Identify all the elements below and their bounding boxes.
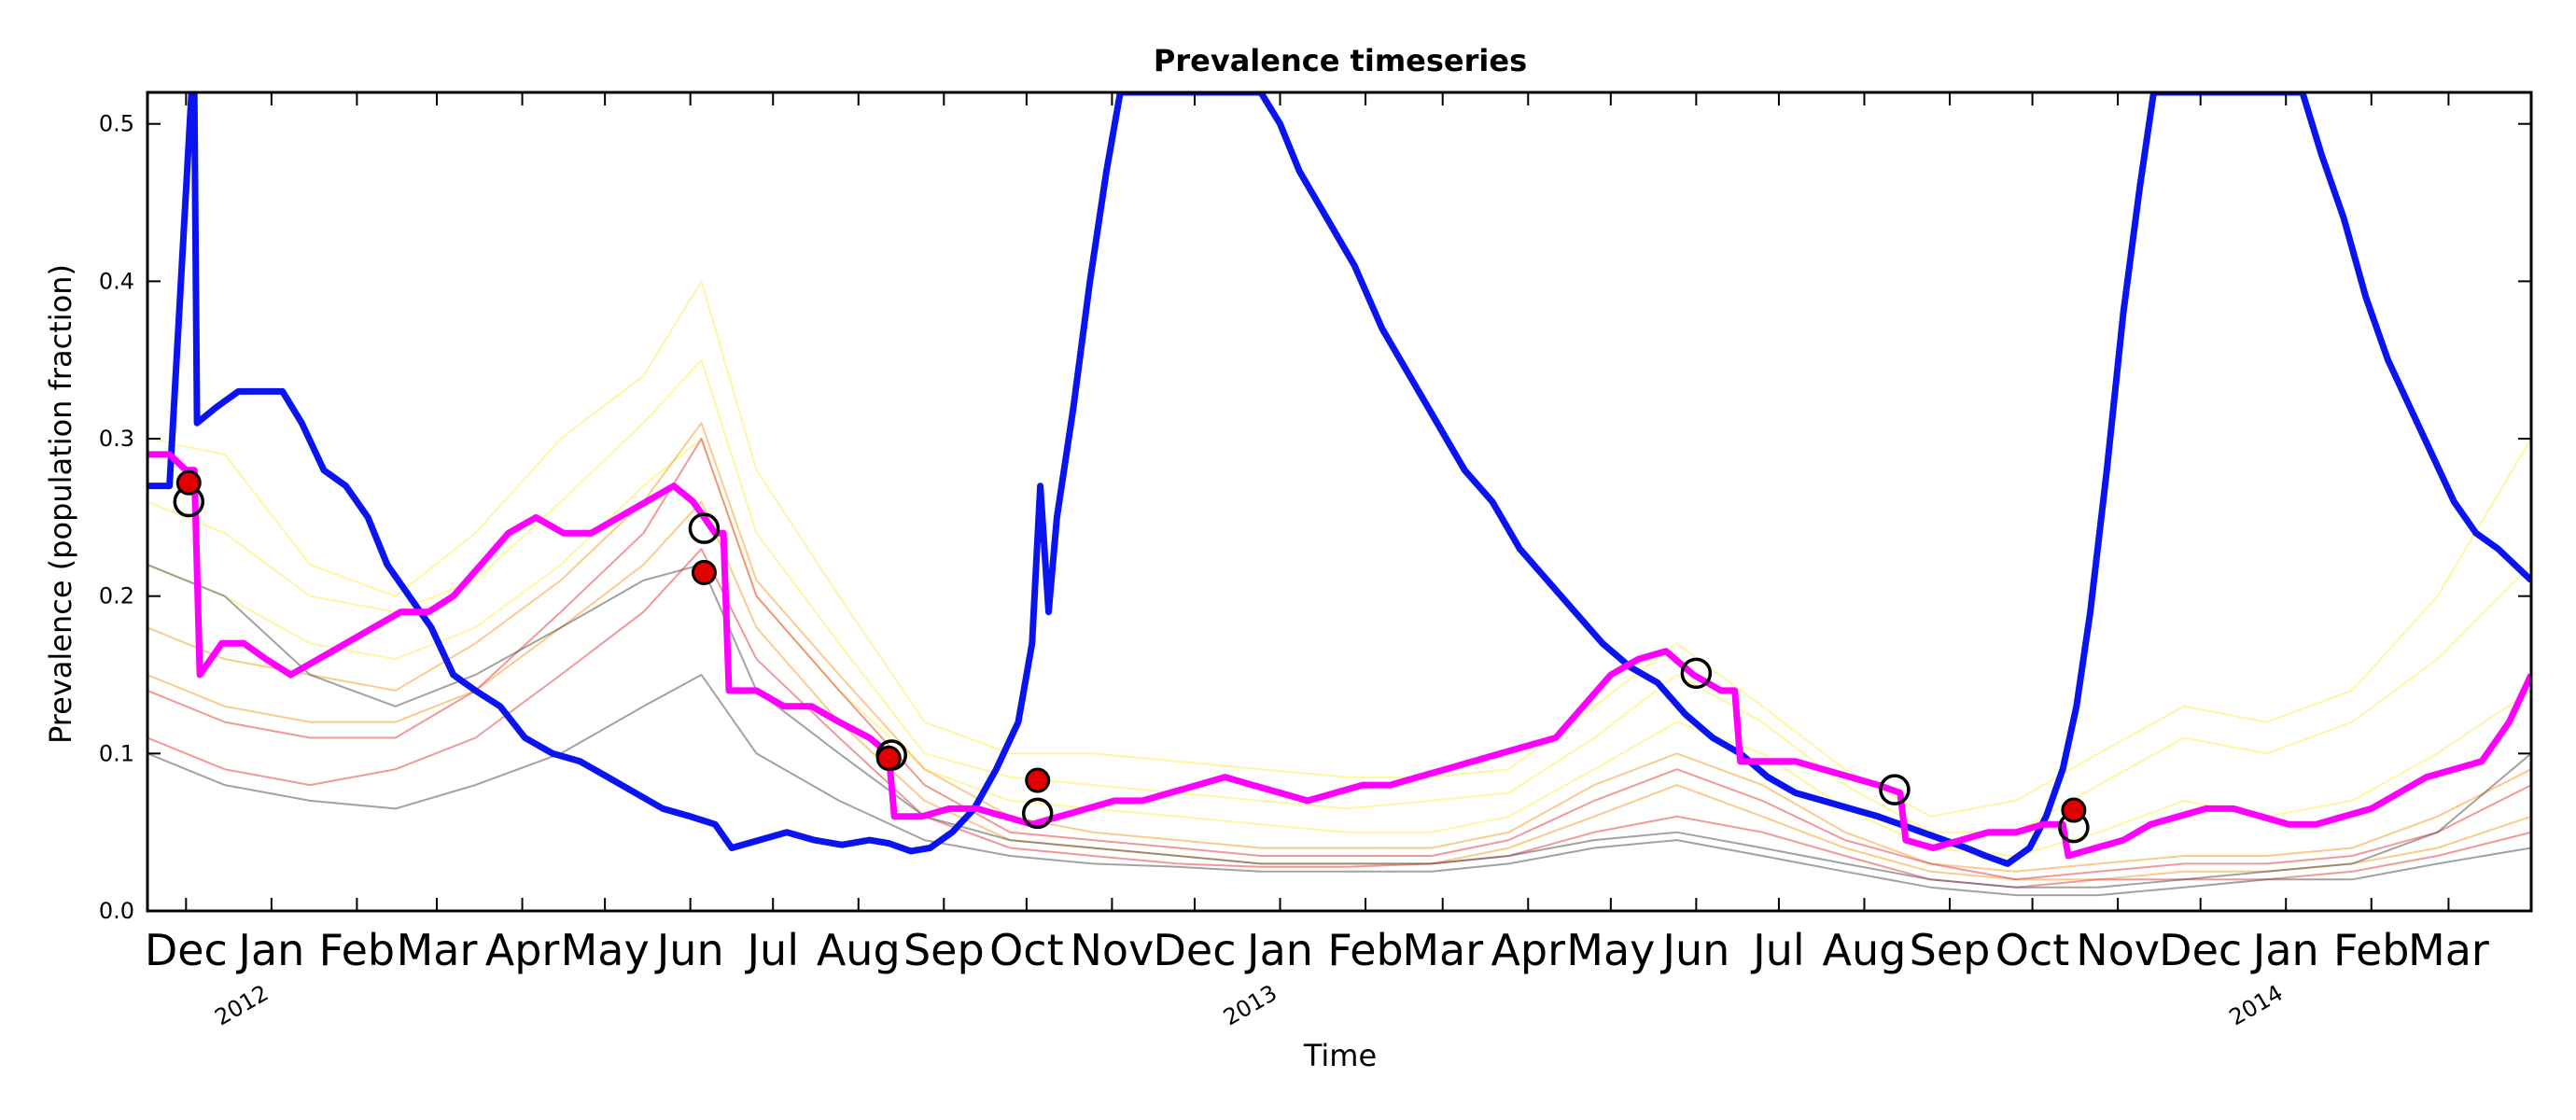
x-tick-label-13: Jan (1244, 925, 1313, 975)
x-tick-label-4: Apr (485, 925, 560, 975)
x-tick-label-26: Feb (2333, 925, 2409, 975)
x-tick-label-11: Nov (1071, 925, 1155, 975)
red-marker-3 (1025, 767, 1051, 793)
x-tick-label-1: Jan (235, 925, 304, 975)
series-line-7 (147, 438, 2531, 881)
x-tick-label-14: Feb (1327, 925, 1403, 975)
x-tick-label-17: May (1566, 925, 1655, 975)
x-year-label-1: 2013 (1219, 980, 1281, 1031)
x-tick-label-23: Nov (2076, 925, 2160, 975)
series-line-10 (147, 674, 2531, 897)
open-circle-marker-4 (1680, 657, 1713, 690)
red-marker-0 (175, 469, 202, 496)
x-axis-label: Time (1303, 1038, 1377, 1073)
series-line-5 (147, 422, 2531, 873)
x-tick-label-19: Jul (1750, 925, 1805, 975)
x-tick-label-8: Aug (817, 925, 901, 975)
x-tick-label-12: Dec (1153, 925, 1236, 975)
x-tick-label-25: Jan (2250, 925, 2319, 975)
series-line-4 (147, 438, 2531, 857)
series-line-9 (147, 564, 2531, 889)
y-tick-label-1: 0.1 (99, 740, 134, 766)
x-tick-label-5: May (561, 925, 650, 975)
y-tick-label-2: 0.2 (99, 583, 134, 609)
x-tick-label-22: Oct (1995, 925, 2070, 975)
x-tick-label-15: Mar (1402, 925, 1483, 975)
y-tick-label-5: 0.5 (99, 111, 134, 137)
plot-area (146, 91, 2533, 913)
series-line-0 (147, 92, 2531, 867)
x-tick-label-16: Apr (1491, 925, 1565, 975)
open-circle-marker-3 (1021, 797, 1054, 830)
series-line-3 (147, 358, 2531, 833)
x-tick-label-18: Jun (1659, 925, 1729, 975)
x-year-label-2: 2014 (2225, 980, 2288, 1031)
x-tick-label-24: Dec (2159, 925, 2242, 975)
marker-layer (173, 469, 2090, 844)
x-tick-label-10: Oct (989, 925, 1064, 975)
series-line-2 (147, 280, 2531, 818)
red-marker-2 (875, 745, 902, 771)
x-tick-label-6: Jun (654, 925, 724, 975)
series-layer (147, 92, 2531, 897)
chart-title: Prevalence timeseries (1154, 43, 1527, 78)
x-tick-label-21: Sep (1910, 925, 1991, 975)
series-line-8 (147, 548, 2531, 889)
series-line-6 (147, 500, 2531, 881)
open-circle-marker-1 (688, 512, 721, 544)
red-marker-1 (691, 559, 717, 585)
x-tick-label-20: Aug (1823, 925, 1907, 975)
y-tick-label-3: 0.3 (99, 426, 134, 452)
x-tick-label-9: Sep (903, 925, 985, 975)
y-axis-label: Prevalence (population fraction) (43, 264, 78, 744)
x-tick-label-7: Jul (744, 925, 799, 975)
y-tick-label-0: 0.0 (99, 898, 134, 924)
red-marker-4 (2061, 797, 2087, 823)
x-tick-label-2: Feb (319, 925, 395, 975)
x-year-label-0: 2012 (210, 980, 273, 1031)
y-tick-label-4: 0.4 (99, 268, 134, 294)
open-circle-marker-5 (1879, 774, 1911, 805)
x-tick-label-0: Dec (145, 925, 228, 975)
series-line-1 (147, 451, 2531, 860)
x-tick-label-3: Mar (397, 925, 478, 975)
x-tick-label-27: Mar (2408, 925, 2489, 975)
